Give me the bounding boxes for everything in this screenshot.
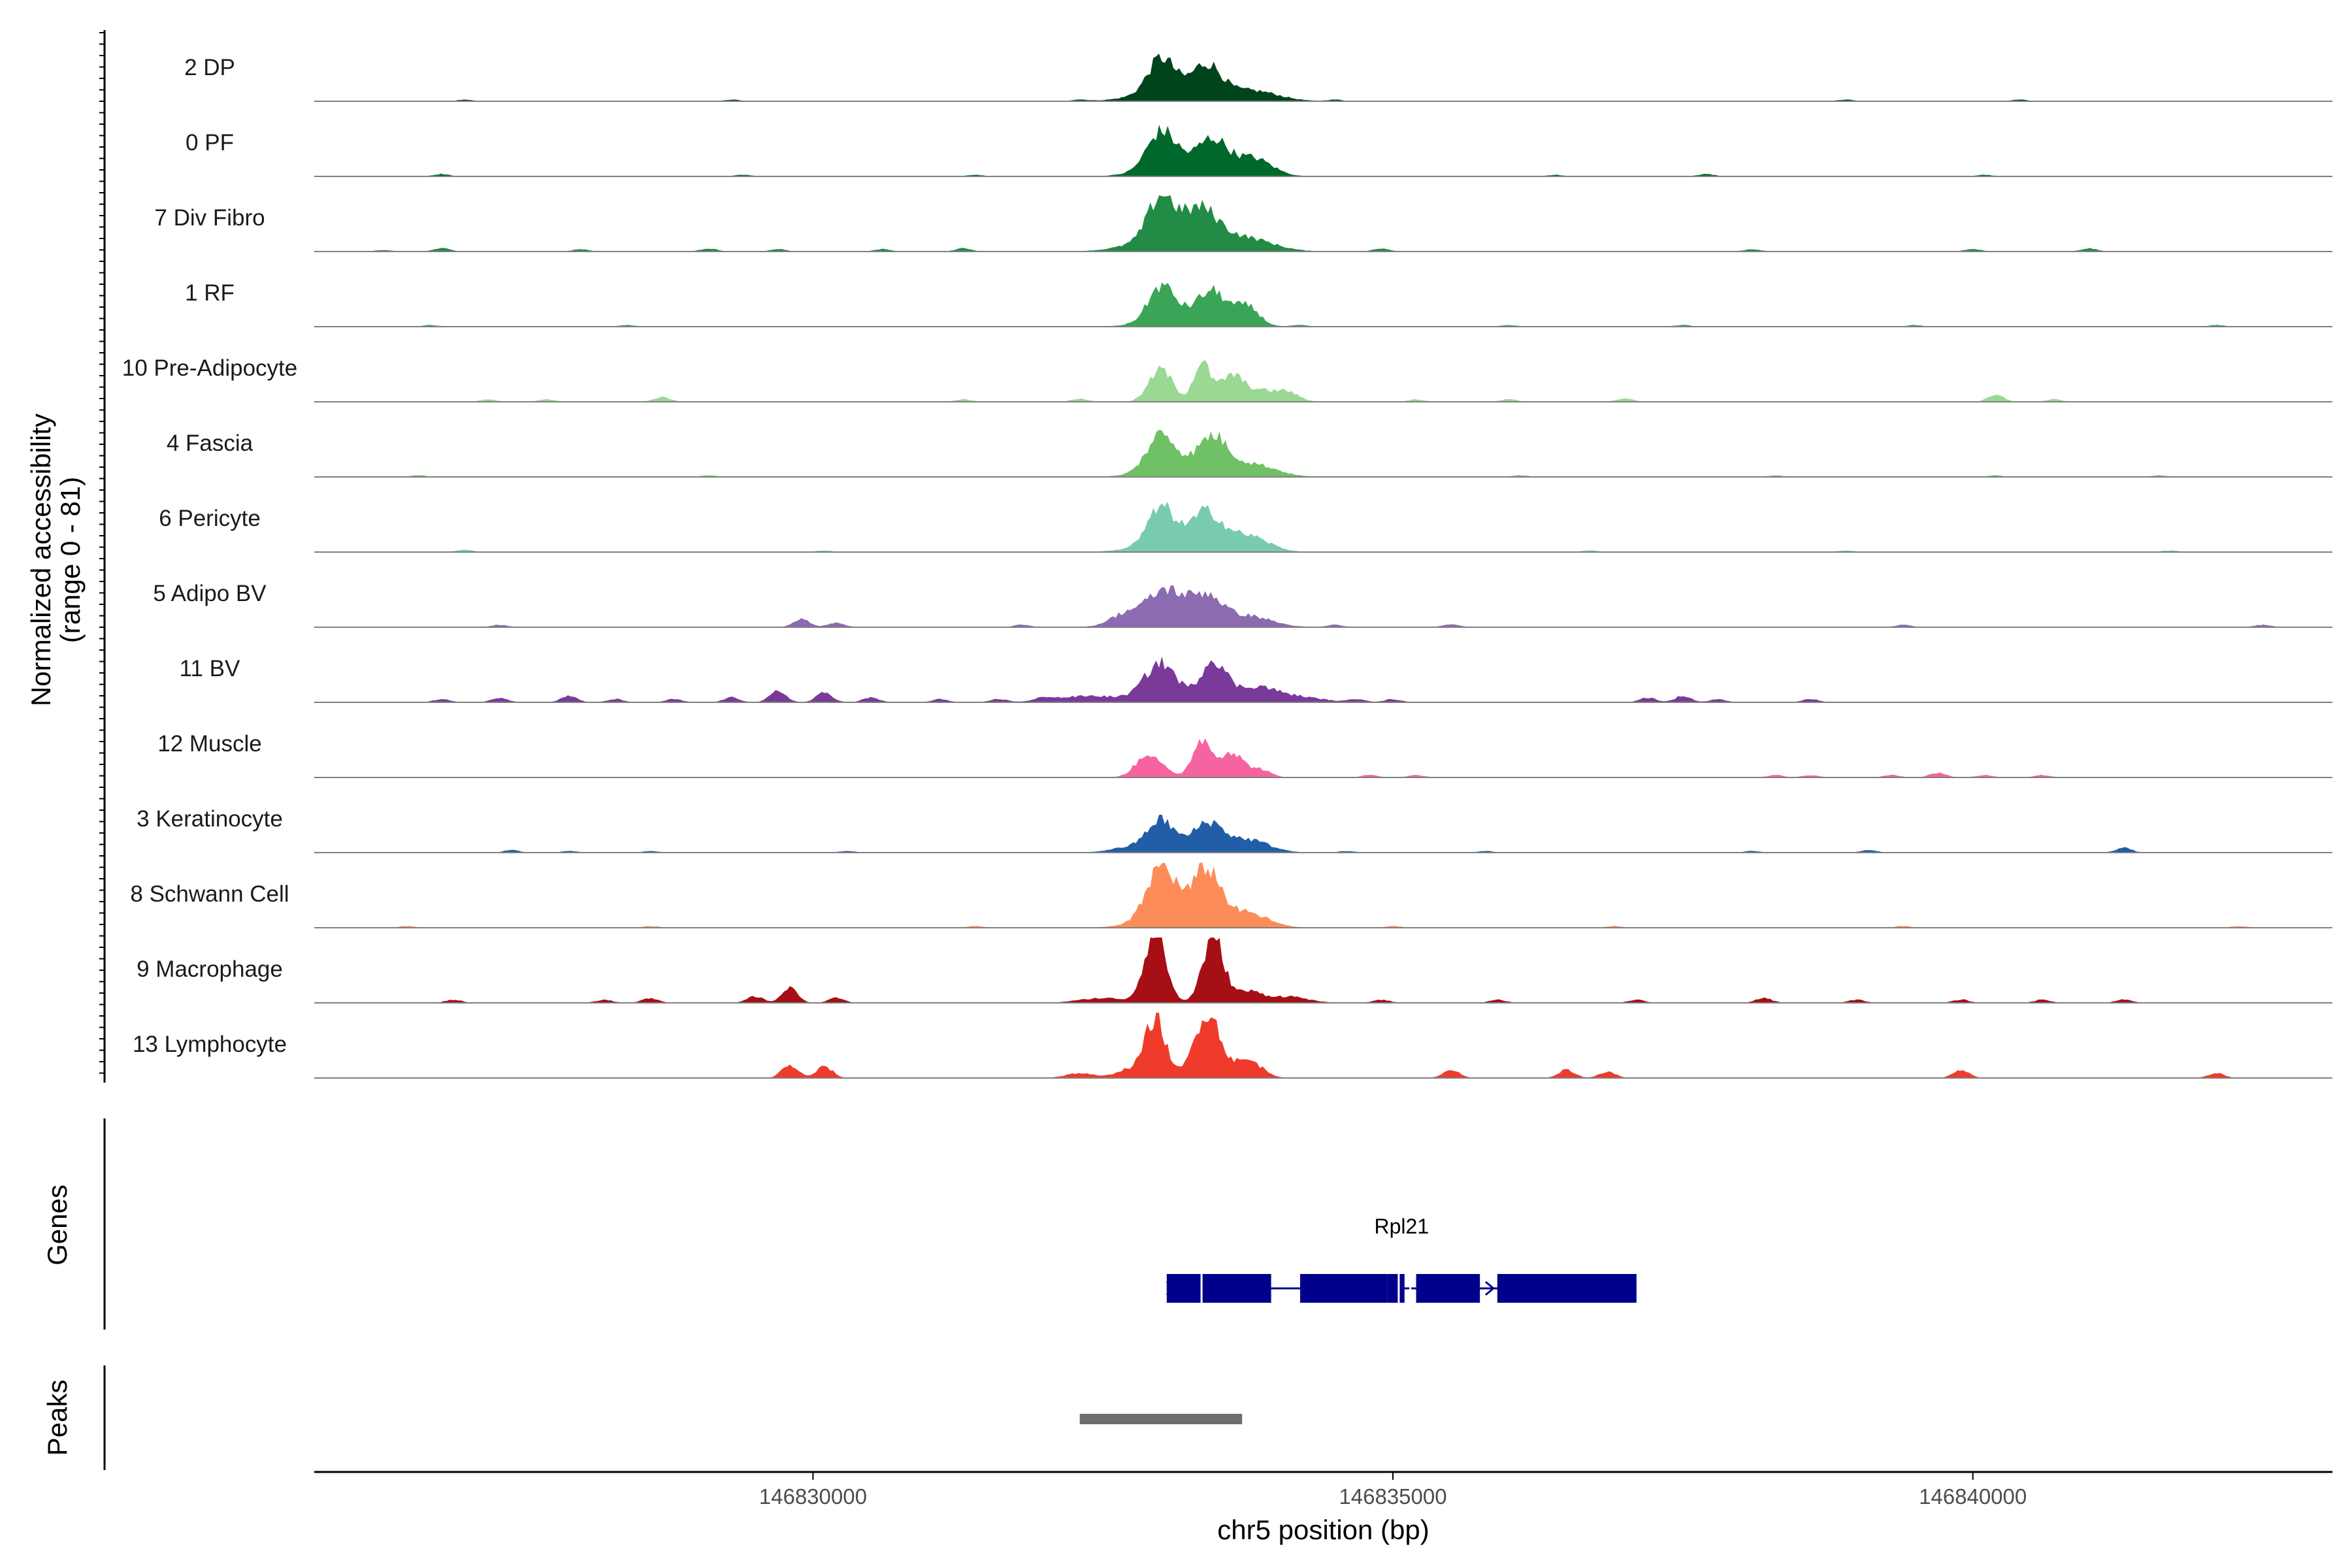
strand-arrow-icon — [1247, 1281, 1258, 1296]
track-4-fascia: 4 Fascia — [167, 430, 2332, 478]
coverage-area — [314, 862, 2332, 928]
track-label: 5 Adipo BV — [153, 581, 267, 606]
x-axis-title: chr5 position (bp) — [1217, 1514, 1429, 1545]
track-9-macrophage: 9 Macrophage — [137, 938, 2332, 1004]
track-label: 6 Pericyte — [159, 506, 261, 531]
track-label: 10 Pre-Adipocyte — [122, 355, 297, 381]
track-label: 0 PF — [186, 130, 234, 155]
coverage-area — [314, 282, 2332, 327]
track-8-schwann-cell: 8 Schwann Cell — [130, 862, 2332, 928]
track-1-rf: 1 RF — [185, 280, 2332, 327]
coverage-area — [314, 1013, 2332, 1078]
peak-panel: Peaks — [42, 1365, 1243, 1470]
coverage-area — [314, 124, 2332, 176]
gene-panel: Genes Rpl21 — [42, 1119, 1637, 1330]
x-tick-label: 146840000 — [1919, 1484, 2027, 1509]
track-label: 13 Lymphocyte — [133, 1032, 287, 1057]
track-label: 11 BV — [180, 656, 240, 681]
track-10-pre-adipocyte: 10 Pre-Adipocyte — [122, 355, 2332, 402]
track-11-bv: 11 BV — [180, 656, 2332, 703]
coverage-area — [314, 501, 2332, 552]
track-label: 2 DP — [184, 55, 235, 80]
track-label: 3 Keratinocyte — [137, 806, 283, 832]
coverage-area — [314, 938, 2332, 1003]
track-3-keratinocyte: 3 Keratinocyte — [137, 806, 2332, 853]
track-13-lymphocyte: 13 Lymphocyte — [133, 1013, 2332, 1079]
track-5-adipo-bv: 5 Adipo BV — [153, 581, 2332, 628]
track-label: 8 Schwann Cell — [130, 881, 289, 907]
coverage-area — [314, 656, 2332, 702]
peak-region — [1079, 1414, 1243, 1424]
track-0-pf: 0 PF — [186, 124, 2332, 177]
track-label: 4 Fascia — [167, 431, 253, 456]
gene-exon — [1166, 1274, 1271, 1303]
x-tick-label: 146830000 — [759, 1484, 867, 1509]
coverage-area — [314, 738, 2332, 777]
gene-exon — [1416, 1274, 1480, 1303]
track-label: 9 Macrophage — [137, 956, 283, 982]
coverage-area — [314, 814, 2332, 853]
x-tick-label: 146835000 — [1339, 1484, 1446, 1509]
coverage-area — [314, 54, 2332, 101]
gene-exon — [1299, 1274, 1388, 1303]
gene-exon — [1387, 1274, 1405, 1303]
coverage-area — [314, 430, 2332, 477]
coverage-area — [314, 195, 2332, 252]
y-axis-range: (range 0 - 81) — [55, 477, 86, 643]
coverage-tracks: 2 DP 0 PF 7 Div Fibro 1 RF 10 Pre-Adipocyte 4… — [122, 54, 2332, 1079]
strand-arrow-icon — [1484, 1281, 1495, 1296]
coverage-area — [314, 585, 2332, 627]
track-label: 1 RF — [185, 280, 235, 306]
gene-exon — [1497, 1274, 1637, 1303]
track-7-div-fibro: 7 Div Fibro — [154, 195, 2332, 252]
gene-name: Rpl21 — [1375, 1215, 1429, 1238]
track-12-muscle: 12 Muscle — [157, 731, 2332, 778]
track-label: 12 Muscle — [157, 731, 262, 757]
y-axis: Normalized accessibility(range 0 - 81) — [25, 30, 106, 1083]
x-axis: 146830000 146835000 146840000 chr5 position… — [314, 1471, 2332, 1545]
track-2-dp: 2 DP — [184, 54, 2332, 102]
strand-arrow-icon — [1166, 1281, 1177, 1296]
y-axis-title: Normalized accessibility — [25, 414, 56, 706]
coverage-area — [314, 360, 2332, 402]
track-label: 7 Div Fibro — [154, 205, 265, 231]
track-6-pericyte: 6 Pericyte — [159, 501, 2332, 553]
genes-label: Genes — [42, 1184, 73, 1266]
peaks-label: Peaks — [42, 1380, 73, 1456]
